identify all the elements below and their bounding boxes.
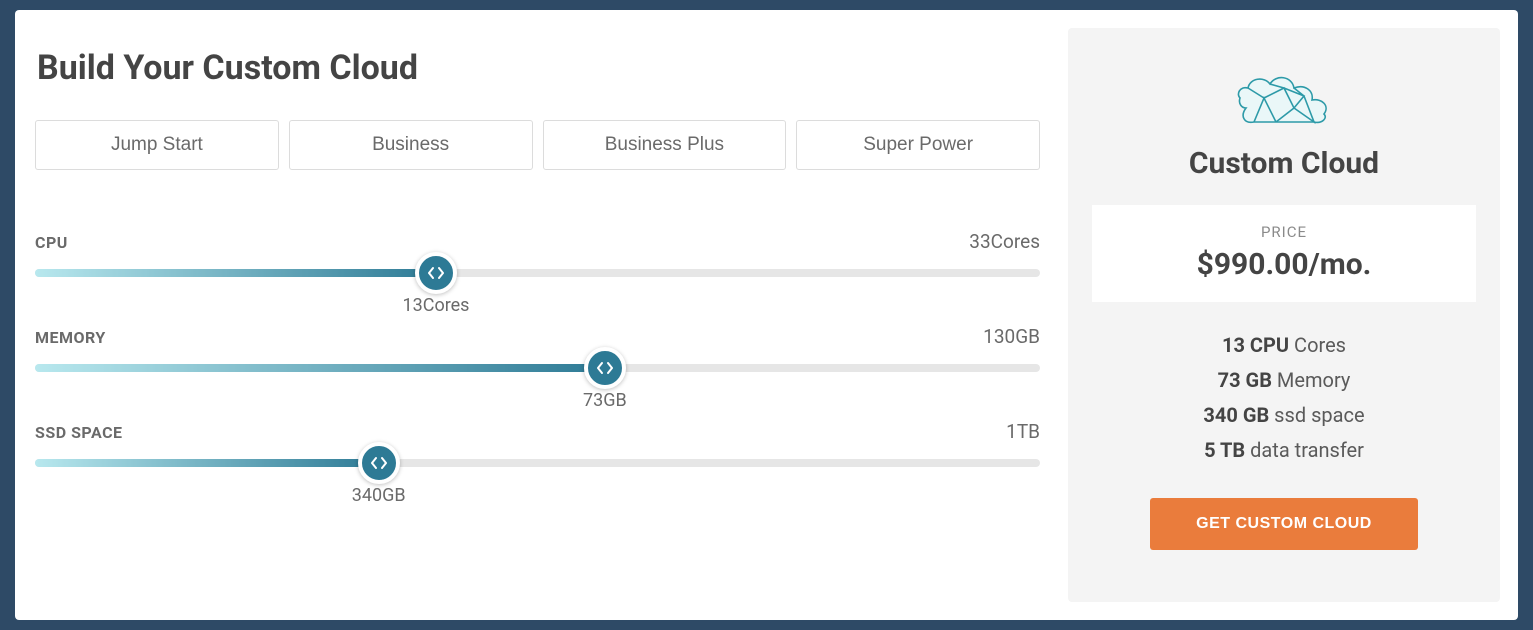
slider-header-ssd: SSD SPACE 1TB — [35, 420, 1040, 443]
slider-header-memory: MEMORY 130GB — [35, 325, 1040, 348]
slider-label-ssd: SSD SPACE — [35, 423, 123, 442]
slider-track-cpu[interactable]: 13Cores — [35, 269, 1040, 277]
price-label: PRICE — [1092, 223, 1476, 241]
spec-ssd: 340 GB ssd space — [1092, 398, 1476, 433]
tab-business[interactable]: Business — [289, 120, 533, 170]
tab-super-power[interactable]: Super Power — [796, 120, 1040, 170]
configurator-left: Build Your Custom Cloud Jump Start Busin… — [33, 28, 1042, 602]
price-box: PRICE $990.00/mo. — [1092, 205, 1476, 302]
get-custom-cloud-button[interactable]: GET CUSTOM CLOUD — [1150, 498, 1418, 550]
preset-tabs: Jump Start Business Business Plus Super … — [35, 120, 1040, 170]
tab-jump-start[interactable]: Jump Start — [35, 120, 279, 170]
drag-handle-icon — [428, 265, 444, 281]
drag-handle-icon — [371, 455, 387, 471]
slider-fill-memory — [35, 364, 605, 372]
slider-value-ssd: 340GB — [352, 485, 406, 506]
spec-cpu: 13 CPU Cores — [1092, 328, 1476, 363]
slider-track-ssd[interactable]: 340GB — [35, 459, 1040, 467]
drag-handle-icon — [597, 360, 613, 376]
slider-handle-ssd[interactable] — [358, 442, 400, 484]
slider-label-memory: MEMORY — [35, 328, 106, 347]
slider-handle-memory[interactable] — [584, 347, 626, 389]
slider-max-ssd: 1TB — [1006, 420, 1040, 443]
spec-list: 13 CPU Cores 73 GB Memory 340 GB ssd spa… — [1092, 328, 1476, 468]
slider-value-cpu: 13Cores — [402, 295, 469, 316]
configurator-card: Build Your Custom Cloud Jump Start Busin… — [15, 10, 1518, 620]
tab-business-plus[interactable]: Business Plus — [543, 120, 787, 170]
slider-group-ssd: SSD SPACE 1TB 340GB — [35, 420, 1040, 467]
spec-data-transfer: 5 TB data transfer — [1092, 433, 1476, 468]
slider-value-memory: 73GB — [583, 390, 627, 411]
price-value: $990.00/mo. — [1092, 247, 1476, 282]
slider-fill-cpu — [35, 269, 436, 277]
page-title: Build Your Custom Cloud — [37, 48, 1040, 88]
slider-group-cpu: CPU 33Cores 13Cores — [35, 230, 1040, 277]
slider-max-memory: 130GB — [983, 325, 1040, 348]
slider-handle-cpu[interactable] — [415, 252, 457, 294]
slider-group-memory: MEMORY 130GB 73GB — [35, 325, 1040, 372]
slider-fill-ssd — [35, 459, 379, 467]
summary-panel: Custom Cloud PRICE $990.00/mo. 13 CPU Co… — [1068, 28, 1500, 602]
spec-memory: 73 GB Memory — [1092, 363, 1476, 398]
slider-track-memory[interactable]: 73GB — [35, 364, 1040, 372]
slider-header-cpu: CPU 33Cores — [35, 230, 1040, 253]
slider-max-cpu: 33Cores — [969, 230, 1040, 253]
cloud-crystal-icon — [1234, 68, 1334, 128]
plan-title: Custom Cloud — [1092, 146, 1476, 181]
slider-label-cpu: CPU — [35, 233, 68, 252]
